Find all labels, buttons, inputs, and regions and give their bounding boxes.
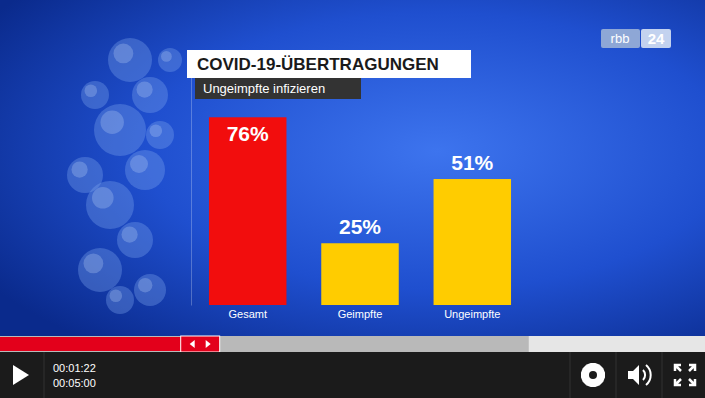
data-labels: 76% 25% 51%	[227, 122, 494, 238]
virus-blob	[130, 155, 148, 173]
sound-wave	[643, 370, 645, 380]
x-tick: Geimpfte	[338, 308, 383, 320]
logo-channel: 24	[648, 30, 665, 47]
data-label: 25%	[339, 215, 381, 238]
x-axis-line	[192, 305, 530, 306]
virus-blob	[137, 82, 153, 98]
gear-tooth	[583, 365, 604, 386]
gear-hole	[589, 371, 597, 379]
x-tick-label: Ungeimpfte	[444, 308, 500, 320]
current-time: 00:01:22	[53, 362, 96, 374]
settings-button[interactable]	[581, 363, 605, 387]
gear-body	[584, 366, 602, 384]
virus-blob	[158, 48, 182, 72]
virus-blob	[117, 222, 153, 258]
fullscreen-arrow	[675, 379, 681, 385]
logo-name: rbb	[611, 31, 630, 46]
logo-badge	[641, 29, 671, 48]
bars	[209, 117, 511, 305]
virus-blob	[85, 85, 98, 98]
progress-track[interactable]	[0, 336, 705, 352]
separator	[662, 352, 663, 398]
x-tick-label: Geimpfte	[338, 308, 383, 320]
fullscreen-button[interactable]	[675, 365, 695, 385]
bar	[321, 243, 398, 305]
progress-handle[interactable]	[181, 336, 220, 352]
virus-decoration	[67, 38, 182, 314]
virus-blob	[132, 77, 168, 113]
virus-blob	[78, 248, 122, 292]
data-label: 51%	[451, 151, 493, 174]
title-box	[187, 50, 471, 78]
control-bar	[0, 352, 705, 398]
separator	[616, 352, 617, 398]
virus-blob	[94, 104, 146, 156]
virus-blob	[125, 150, 165, 190]
fullscreen-arrow	[675, 365, 681, 371]
video-background	[0, 0, 705, 336]
y-axis-line	[191, 59, 192, 306]
gear-tooth	[583, 365, 604, 386]
virus-blob	[161, 51, 172, 62]
virus-blob	[92, 187, 114, 209]
virus-blob	[114, 44, 134, 64]
handle-left	[190, 340, 195, 348]
x-tick: Gesamt	[228, 308, 267, 320]
title: COVID-19-ÜBERTRAGUNGEN	[197, 55, 439, 74]
virus-blob	[146, 121, 174, 149]
data-label: 76%	[227, 122, 269, 145]
duration: 00:05:00	[53, 377, 96, 389]
bar	[209, 117, 286, 305]
bar	[434, 179, 511, 305]
progress-played	[0, 337, 193, 351]
virus-blob	[110, 290, 123, 303]
volume-button[interactable]	[628, 365, 651, 385]
virus-blob	[138, 278, 152, 292]
subtitle: Ungeimpfte infizieren	[203, 81, 325, 96]
virus-blob	[134, 274, 166, 306]
virus-blob	[81, 81, 109, 109]
logo-box	[601, 29, 640, 48]
y-axis	[191, 59, 192, 306]
video-player: COVID-19-ÜBERTRAGUNGEN Ungeimpfte infizie…	[0, 0, 705, 398]
x-tick-label: Gesamt	[228, 308, 267, 320]
x-tick: Ungeimpfte	[444, 308, 500, 320]
play-button[interactable]	[13, 365, 29, 385]
virus-blob	[106, 286, 134, 314]
sound-wave	[646, 365, 651, 385]
speaker	[628, 365, 639, 385]
handle-right	[206, 340, 211, 348]
separator	[570, 352, 571, 398]
virus-blob	[67, 157, 103, 193]
fullscreen-arrow	[689, 365, 695, 371]
virus-blob	[72, 162, 88, 178]
fullscreen-arrow	[689, 379, 695, 385]
separator	[44, 352, 45, 398]
progress-buffered	[0, 336, 529, 352]
subtitle-box	[195, 78, 361, 99]
virus-blob	[150, 125, 163, 138]
virus-blob	[101, 111, 124, 134]
virus-blob	[122, 227, 138, 243]
virus-blob	[84, 254, 104, 274]
x-axis: Gesamt Geimpfte Ungeimpfte	[192, 306, 530, 320]
virus-blob	[108, 38, 152, 82]
